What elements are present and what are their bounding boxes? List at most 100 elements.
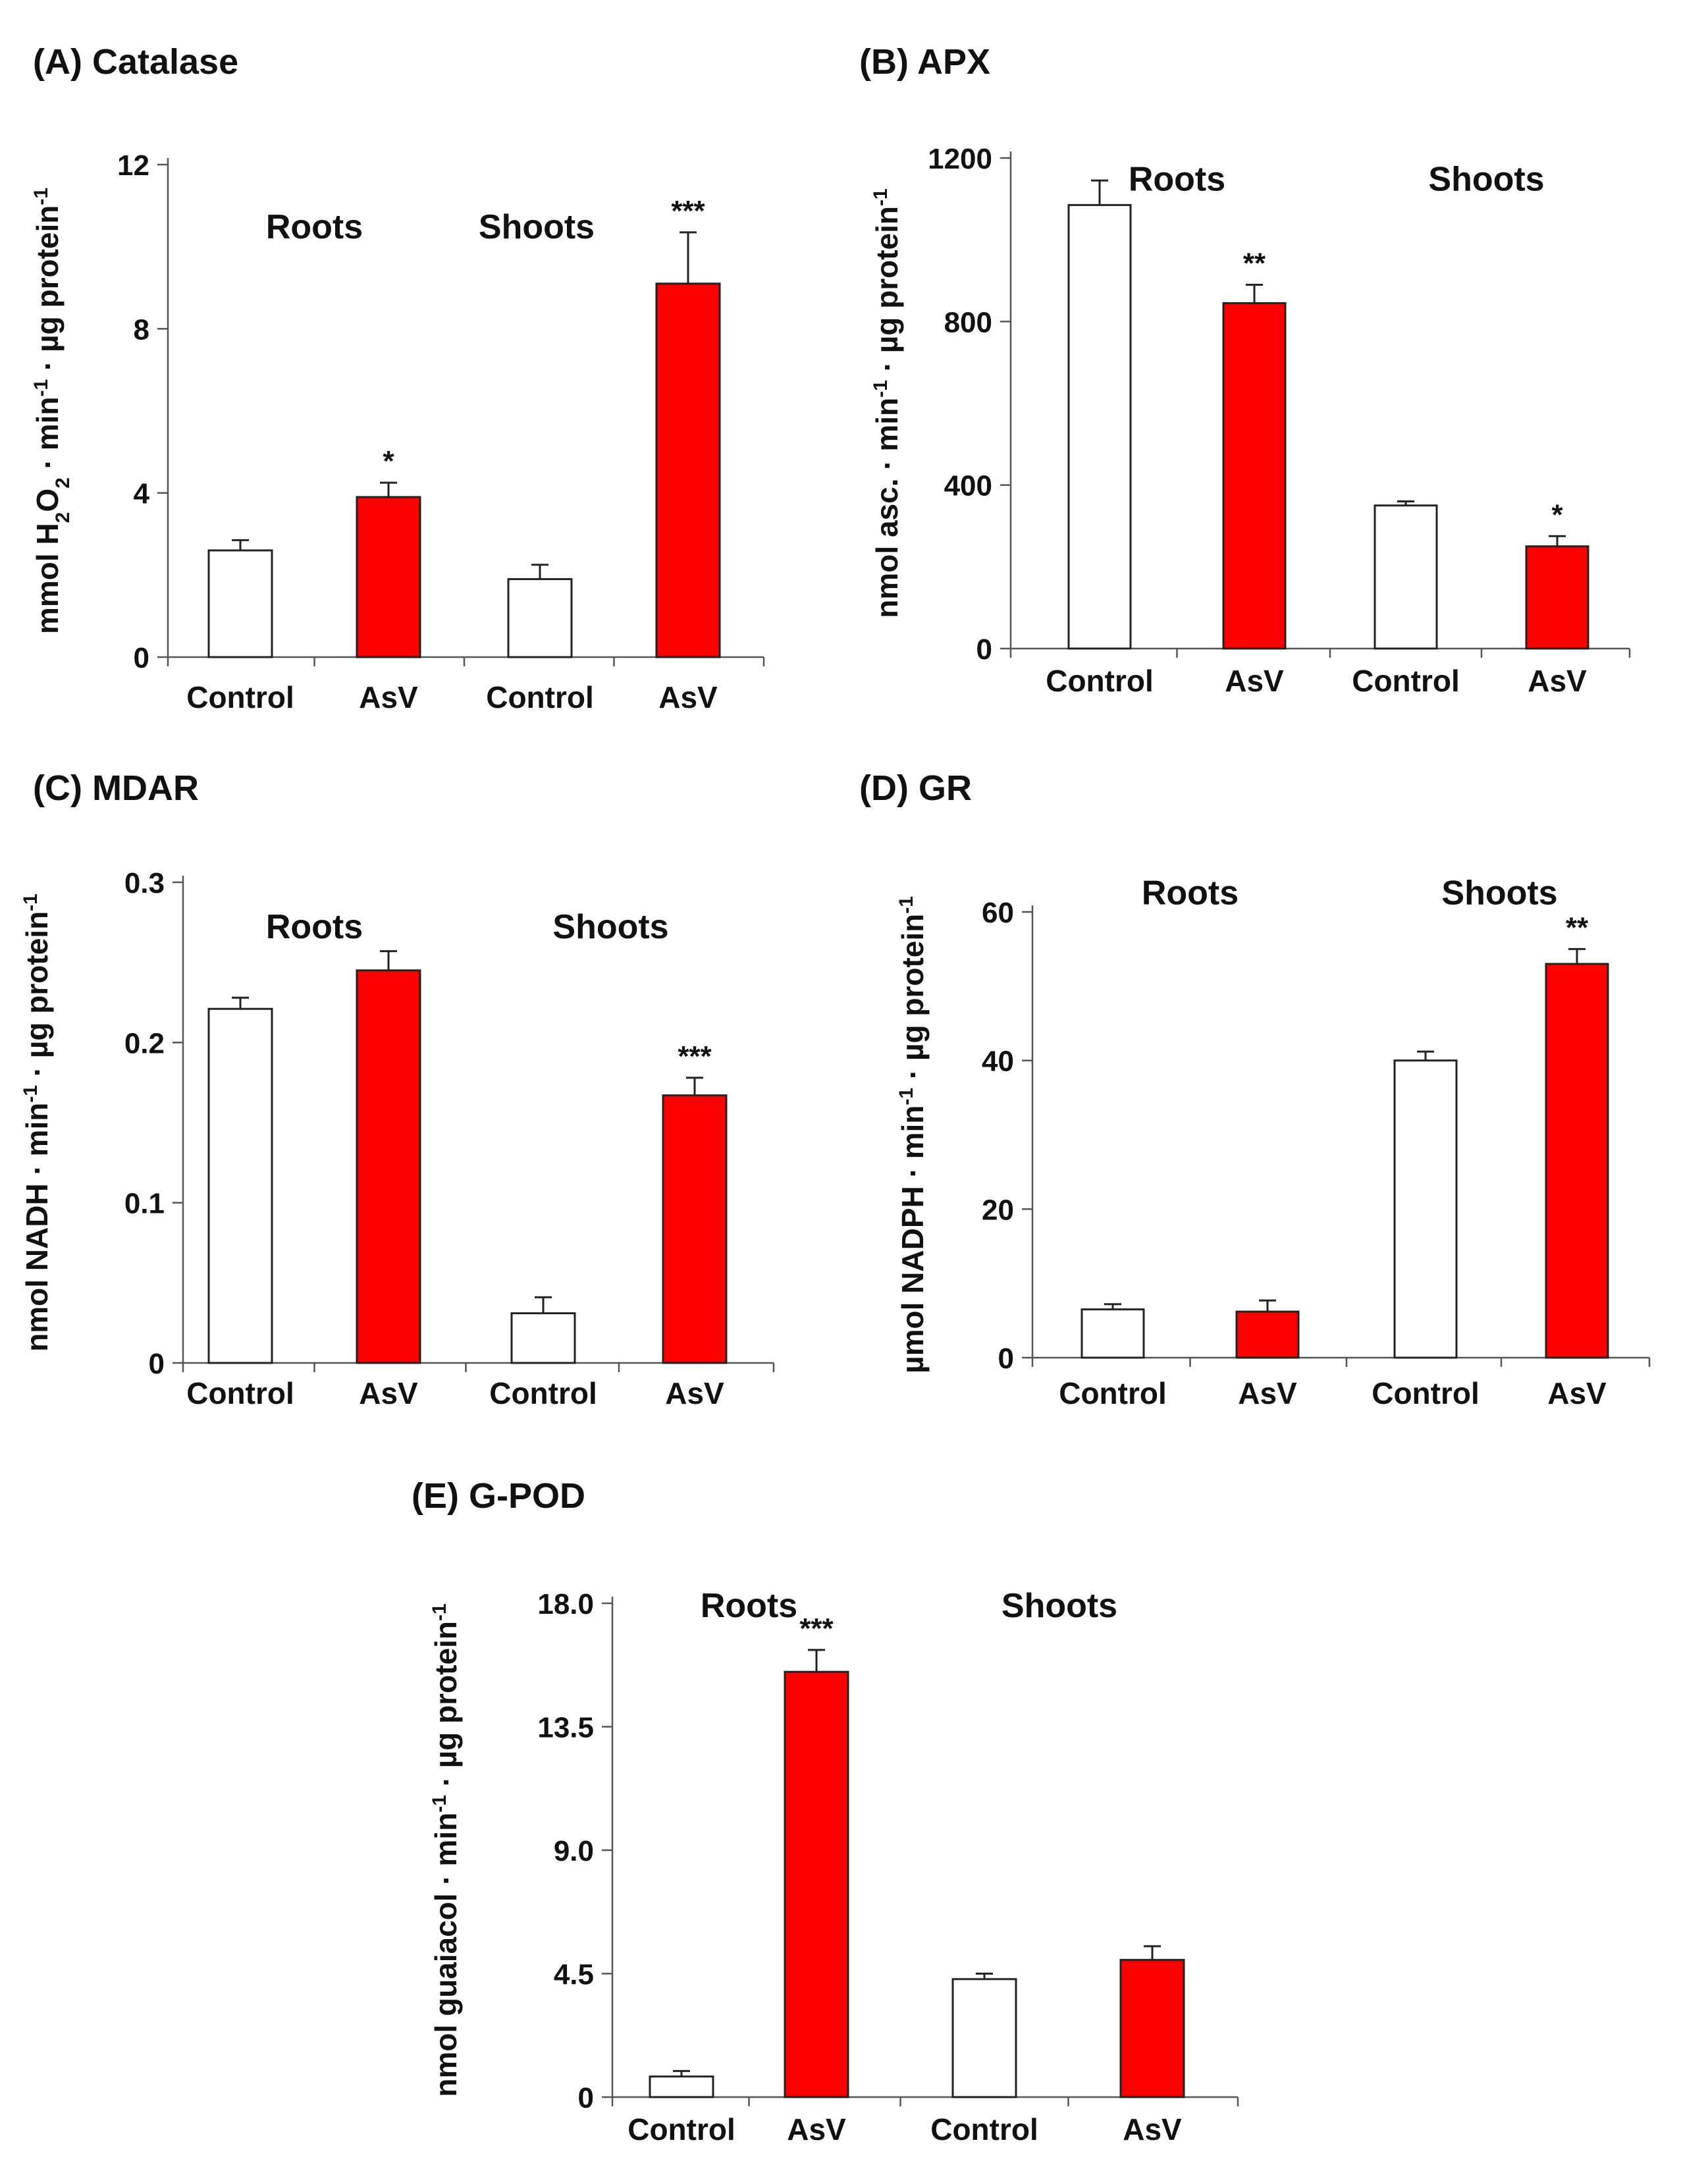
y-tick-label: 9.0 bbox=[554, 1835, 594, 1867]
y-tick-label: 0.2 bbox=[124, 1027, 165, 1059]
x-category-label: Control bbox=[186, 1376, 294, 1410]
x-category-label: AsV bbox=[1225, 664, 1284, 698]
panel-e: (E) G-POD nmol guaiacol · min-1 · µg prot… bbox=[412, 1476, 1239, 2146]
y-tick-label: 4.5 bbox=[554, 1959, 594, 1991]
bar-asv bbox=[1545, 963, 1609, 1359]
y-axis-label-part: -1 bbox=[870, 188, 892, 206]
y-axis-label-part: -1 bbox=[30, 379, 52, 397]
y-axis-label: nmol guaiacol · min-1 · µg protein-1 bbox=[429, 1603, 464, 2096]
chart-title: (E) G-POD bbox=[412, 1476, 585, 1516]
group-label: Roots bbox=[266, 208, 363, 246]
y-tick-label: 4 bbox=[134, 478, 150, 510]
y-axis-label-part: -1 bbox=[895, 1088, 917, 1105]
y-axis-label-part: · min bbox=[30, 397, 65, 478]
y-axis-label-part: -1 bbox=[429, 1795, 450, 1813]
y-tick-label: 0 bbox=[134, 642, 149, 674]
bar-asv bbox=[662, 1094, 728, 1364]
bar-control bbox=[951, 1978, 1017, 2098]
y-axis-label-part: 2 bbox=[52, 477, 74, 489]
x-category-label: Control bbox=[1352, 664, 1460, 698]
y-tick-label: 0 bbox=[976, 633, 992, 666]
group-label: Shoots bbox=[552, 908, 668, 946]
bar-control bbox=[207, 549, 273, 658]
x-category-label: Control bbox=[627, 2112, 735, 2146]
y-axis-label-part: · µg protein bbox=[895, 914, 930, 1088]
y-axis-label-part: · µg protein bbox=[870, 206, 904, 380]
significance-marker: *** bbox=[799, 1612, 834, 1645]
y-axis-label-part: -1 bbox=[870, 380, 892, 398]
x-category-label: Control bbox=[1046, 664, 1154, 698]
y-tick-label: 0 bbox=[578, 2082, 594, 2114]
bar-control bbox=[507, 578, 573, 658]
y-tick-label: 8 bbox=[134, 313, 149, 346]
y-tick-label: 12 bbox=[117, 149, 149, 182]
bar-control bbox=[207, 1007, 273, 1364]
chart-title: (B) APX bbox=[859, 42, 990, 82]
y-axis-label-part: · µg protein bbox=[429, 1621, 463, 1795]
y-tick-label: 0 bbox=[149, 1348, 165, 1380]
x-category-label: AsV bbox=[787, 2112, 846, 2146]
x-category-label: Control bbox=[1372, 1376, 1480, 1410]
x-category-label: Control bbox=[486, 680, 594, 714]
y-tick-label: 1200 bbox=[928, 143, 992, 175]
bar-asv bbox=[1119, 1959, 1185, 2098]
y-axis-label-part: · µg protein bbox=[20, 911, 54, 1085]
group-label: Roots bbox=[266, 908, 363, 946]
bar-control bbox=[1081, 1308, 1145, 1359]
y-tick-label: 60 bbox=[982, 897, 1014, 929]
significance-marker: * bbox=[383, 445, 394, 477]
bar-control bbox=[649, 2075, 714, 2098]
x-category-label: AsV bbox=[665, 1376, 724, 1410]
y-axis-label-part: nmol asc. · min bbox=[870, 398, 904, 618]
bar-asv bbox=[1235, 1310, 1300, 1359]
y-axis-label-part: -1 bbox=[429, 1603, 450, 1621]
bar-asv bbox=[356, 496, 421, 658]
bar-asv bbox=[784, 1670, 849, 2098]
y-axis-label: mmol H2O2 · min-1 · µg protein-1 bbox=[30, 188, 74, 634]
y-axis-label-part: µmol NADPH · min bbox=[895, 1105, 930, 1373]
bar-control bbox=[1374, 504, 1438, 650]
significance-marker: ** bbox=[1243, 247, 1266, 279]
bar-asv bbox=[1525, 545, 1589, 650]
significance-marker: *** bbox=[671, 195, 705, 227]
bar-asv bbox=[655, 282, 721, 658]
bar-control bbox=[1393, 1059, 1458, 1359]
y-tick-label: 0.3 bbox=[124, 867, 165, 899]
y-tick-label: 0 bbox=[998, 1343, 1014, 1375]
group-label: Shoots bbox=[1001, 1587, 1117, 1625]
y-axis-label-part: -1 bbox=[20, 1085, 41, 1103]
y-axis-label-part: mmol H bbox=[30, 523, 65, 634]
x-category-label: AsV bbox=[359, 1376, 418, 1410]
y-tick-label: 20 bbox=[982, 1194, 1014, 1226]
chart-title: (D) GR bbox=[859, 768, 972, 808]
group-label: Shoots bbox=[1441, 874, 1557, 913]
y-axis-label-part: -1 bbox=[20, 893, 41, 911]
group-label: Shoots bbox=[479, 208, 595, 246]
y-axis-label: nmol asc. · min-1 · µg protein-1 bbox=[870, 188, 905, 618]
y-axis-label: µmol NADPH · min-1 · µg protein-1 bbox=[895, 896, 930, 1373]
y-axis-label-part: -1 bbox=[895, 896, 917, 914]
group-label: Roots bbox=[1142, 874, 1239, 913]
y-tick-label: 0.1 bbox=[124, 1188, 165, 1220]
bar-asv bbox=[1222, 302, 1287, 650]
x-category-label: AsV bbox=[1123, 2112, 1182, 2146]
x-category-label: AsV bbox=[658, 680, 718, 714]
y-tick-label: 13.5 bbox=[537, 1712, 594, 1744]
x-category-label: Control bbox=[489, 1376, 597, 1410]
bar-control bbox=[510, 1312, 576, 1364]
chart-title: (C) MDAR bbox=[33, 768, 199, 808]
x-category-label: Control bbox=[1059, 1376, 1167, 1410]
y-tick-label: 18.0 bbox=[537, 1588, 594, 1620]
x-category-label: AsV bbox=[1238, 1376, 1297, 1410]
y-tick-label: 40 bbox=[982, 1046, 1014, 1078]
significance-marker: ** bbox=[1566, 911, 1589, 944]
y-axis-label-part: · µg protein bbox=[30, 205, 65, 379]
significance-marker: * bbox=[1551, 498, 1563, 531]
bar-control bbox=[1067, 203, 1132, 650]
x-category-label: Control bbox=[186, 680, 294, 714]
group-label: Roots bbox=[1129, 161, 1225, 199]
